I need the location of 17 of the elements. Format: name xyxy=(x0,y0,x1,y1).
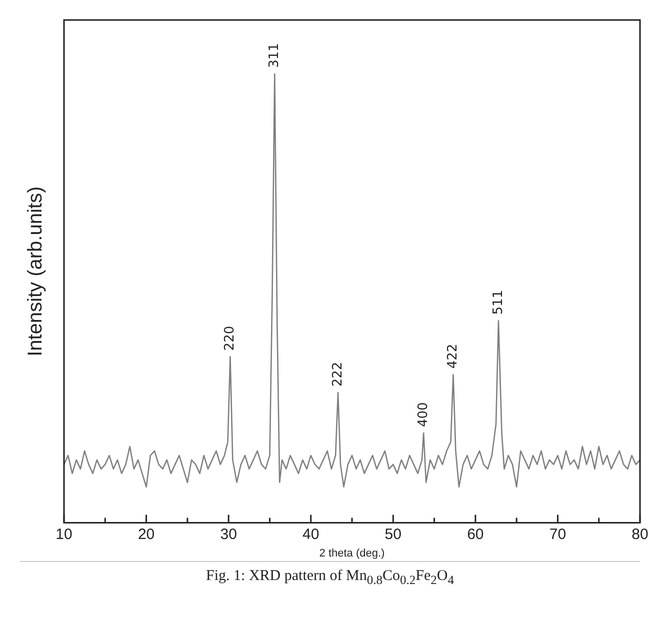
caption: Fig. 1: XRD pattern of Mn$_{0.8}$Co$_{0.2}$Fe$_{2}$O$_{4}$ xyxy=(205,568,455,588)
annotation: 311 xyxy=(267,43,282,68)
y-axis-title: Intensity (arb.units) xyxy=(24,186,47,356)
annotation: 511 xyxy=(490,290,506,315)
annotation: 400 xyxy=(416,402,431,428)
annotation: 220 xyxy=(222,326,238,351)
annotation: 222 xyxy=(330,362,346,387)
x-tick-label: 10 xyxy=(56,526,72,543)
x-tick-label: 40 xyxy=(302,526,320,543)
x-tick-label: 30 xyxy=(220,526,237,543)
x-tick-label: 80 xyxy=(632,526,648,543)
x-tick-label: 50 xyxy=(384,526,402,543)
annotation: 422 xyxy=(446,344,461,369)
x-tick-label: 60 xyxy=(467,526,484,543)
x-axis-title: 2 theta (deg.) xyxy=(319,547,385,560)
x-tick-label: 20 xyxy=(138,526,155,543)
x-tick-label: 70 xyxy=(549,526,566,543)
